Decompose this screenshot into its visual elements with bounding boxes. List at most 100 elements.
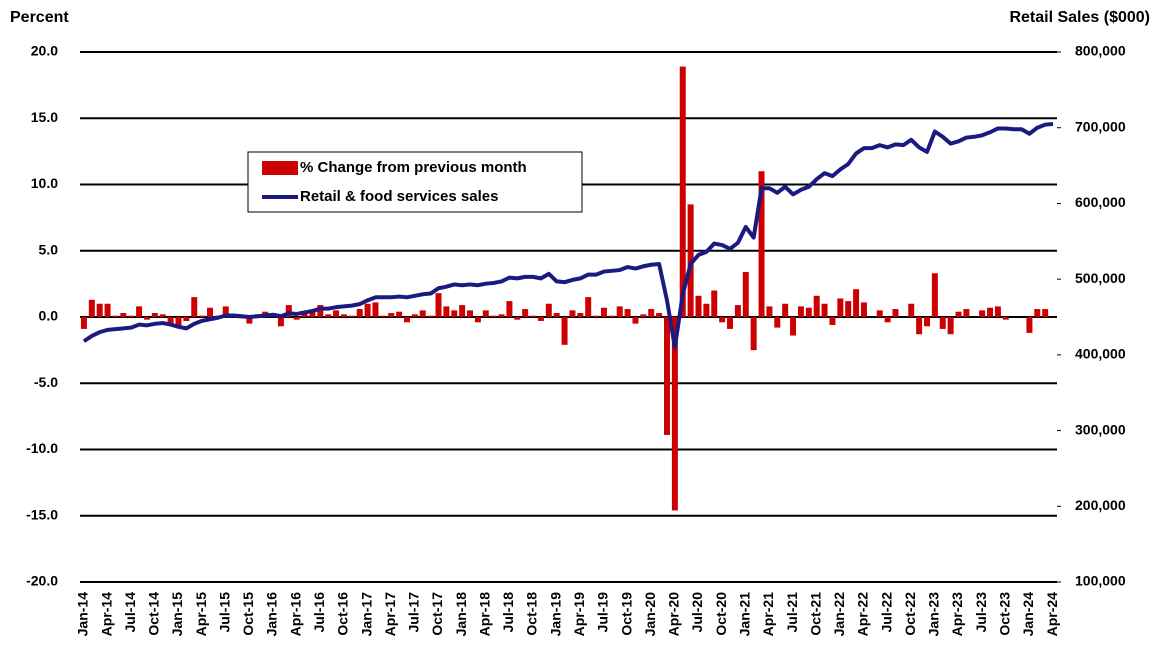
bar: [734, 305, 741, 317]
x-tick-label: Oct-20: [713, 592, 729, 636]
bar: [790, 317, 797, 336]
bar: [128, 315, 135, 317]
bar: [191, 297, 198, 317]
bar: [679, 66, 686, 317]
bar: [837, 298, 844, 317]
bar: [600, 307, 607, 317]
x-tick-label: Oct-16: [335, 592, 351, 636]
bar: [80, 317, 87, 329]
bar: [860, 302, 867, 317]
bar: [183, 317, 190, 321]
x-tick-label: Jan-23: [926, 592, 942, 637]
bar: [845, 301, 852, 317]
bar: [1026, 317, 1033, 333]
legend-swatch: [262, 161, 298, 175]
x-tick-label: Jul-14: [122, 592, 138, 633]
y2-tick-label: 300,000: [1075, 421, 1126, 437]
bar: [916, 317, 923, 335]
bar: [821, 303, 828, 317]
x-tick-label: Jan-22: [831, 592, 847, 637]
x-tick-label: Apr-22: [855, 592, 871, 637]
x-tick-label: Jul-21: [784, 592, 800, 633]
x-tick-label: Oct-15: [240, 592, 256, 636]
bar: [782, 303, 789, 317]
x-tick-label: Apr-19: [571, 592, 587, 637]
bar: [805, 307, 812, 317]
bar: [742, 271, 749, 317]
y2-tick-label: 700,000: [1075, 118, 1126, 134]
bar: [1002, 317, 1009, 320]
x-tick-label: Jan-14: [75, 592, 91, 637]
legend-label: % Change from previous month: [300, 159, 527, 176]
x-tick-label: Oct-19: [618, 592, 634, 636]
bar: [577, 313, 584, 317]
bar: [325, 314, 332, 317]
x-tick-label: Apr-16: [287, 592, 303, 637]
x-tick-label: Jan-21: [736, 592, 752, 637]
bar: [774, 317, 781, 328]
bar: [403, 317, 410, 323]
x-tick-label: Apr-15: [193, 592, 209, 637]
y2-tick-label: 200,000: [1075, 497, 1126, 513]
legend: % Change from previous month Retail & foo…: [247, 151, 583, 213]
bar: [143, 317, 150, 320]
bar: [829, 317, 836, 325]
bar: [380, 315, 387, 317]
bar: [309, 311, 316, 317]
x-tick-label: Apr-23: [949, 592, 965, 637]
x-tick-label: Oct-17: [429, 592, 445, 636]
bar: [411, 314, 418, 317]
bar: [892, 309, 899, 317]
x-tick-label: Apr-18: [476, 592, 492, 637]
bar: [467, 310, 474, 317]
bar: [151, 313, 158, 317]
bar: [711, 290, 718, 317]
bar: [987, 307, 994, 317]
x-tick-label: Apr-17: [382, 592, 398, 637]
bar: [364, 303, 371, 317]
x-tick-label: Apr-24: [1044, 592, 1060, 637]
bar: [522, 309, 529, 317]
x-tick-label: Apr-21: [760, 592, 776, 637]
bar: [648, 309, 655, 317]
bar: [1042, 309, 1049, 317]
bar: [333, 310, 340, 317]
bar: [372, 302, 379, 317]
x-tick-label: Oct-23: [996, 592, 1012, 636]
bar: [979, 310, 986, 317]
x-tick-label: Jan-24: [1020, 592, 1036, 637]
bar: [340, 314, 347, 317]
bar: [624, 309, 631, 317]
bar: [435, 293, 442, 317]
x-tick-label: Oct-18: [524, 592, 540, 636]
bar: [561, 317, 568, 345]
bar: [96, 303, 103, 317]
bar: [569, 310, 576, 317]
y2-tick-label: 400,000: [1075, 346, 1126, 362]
bar: [695, 295, 702, 317]
x-tick-label: Jul-23: [973, 592, 989, 633]
bar: [356, 309, 363, 317]
x-tick-label: Jul-15: [216, 592, 232, 633]
y-tick-label: -20.0: [26, 573, 58, 589]
y-tick-label: 15.0: [31, 109, 58, 125]
bar: [396, 311, 403, 317]
line: [82, 121, 1054, 350]
bar: [459, 305, 466, 317]
bar: [317, 305, 324, 317]
bar: [663, 317, 670, 435]
bar: [553, 313, 560, 317]
x-tick-label: Jul-18: [500, 592, 516, 633]
x-tick-label: Oct-21: [807, 592, 823, 636]
bar: [104, 303, 111, 317]
y2-tick-label: 800,000: [1075, 43, 1126, 59]
y-tick-label: 10.0: [31, 175, 58, 191]
legend-box: [247, 151, 583, 213]
x-tick-label: Oct-14: [146, 592, 162, 636]
bar: [687, 204, 694, 317]
bar: [427, 315, 434, 317]
bar: [813, 295, 820, 317]
bar: [876, 310, 883, 317]
bar: [719, 317, 726, 323]
bar: [88, 299, 95, 317]
